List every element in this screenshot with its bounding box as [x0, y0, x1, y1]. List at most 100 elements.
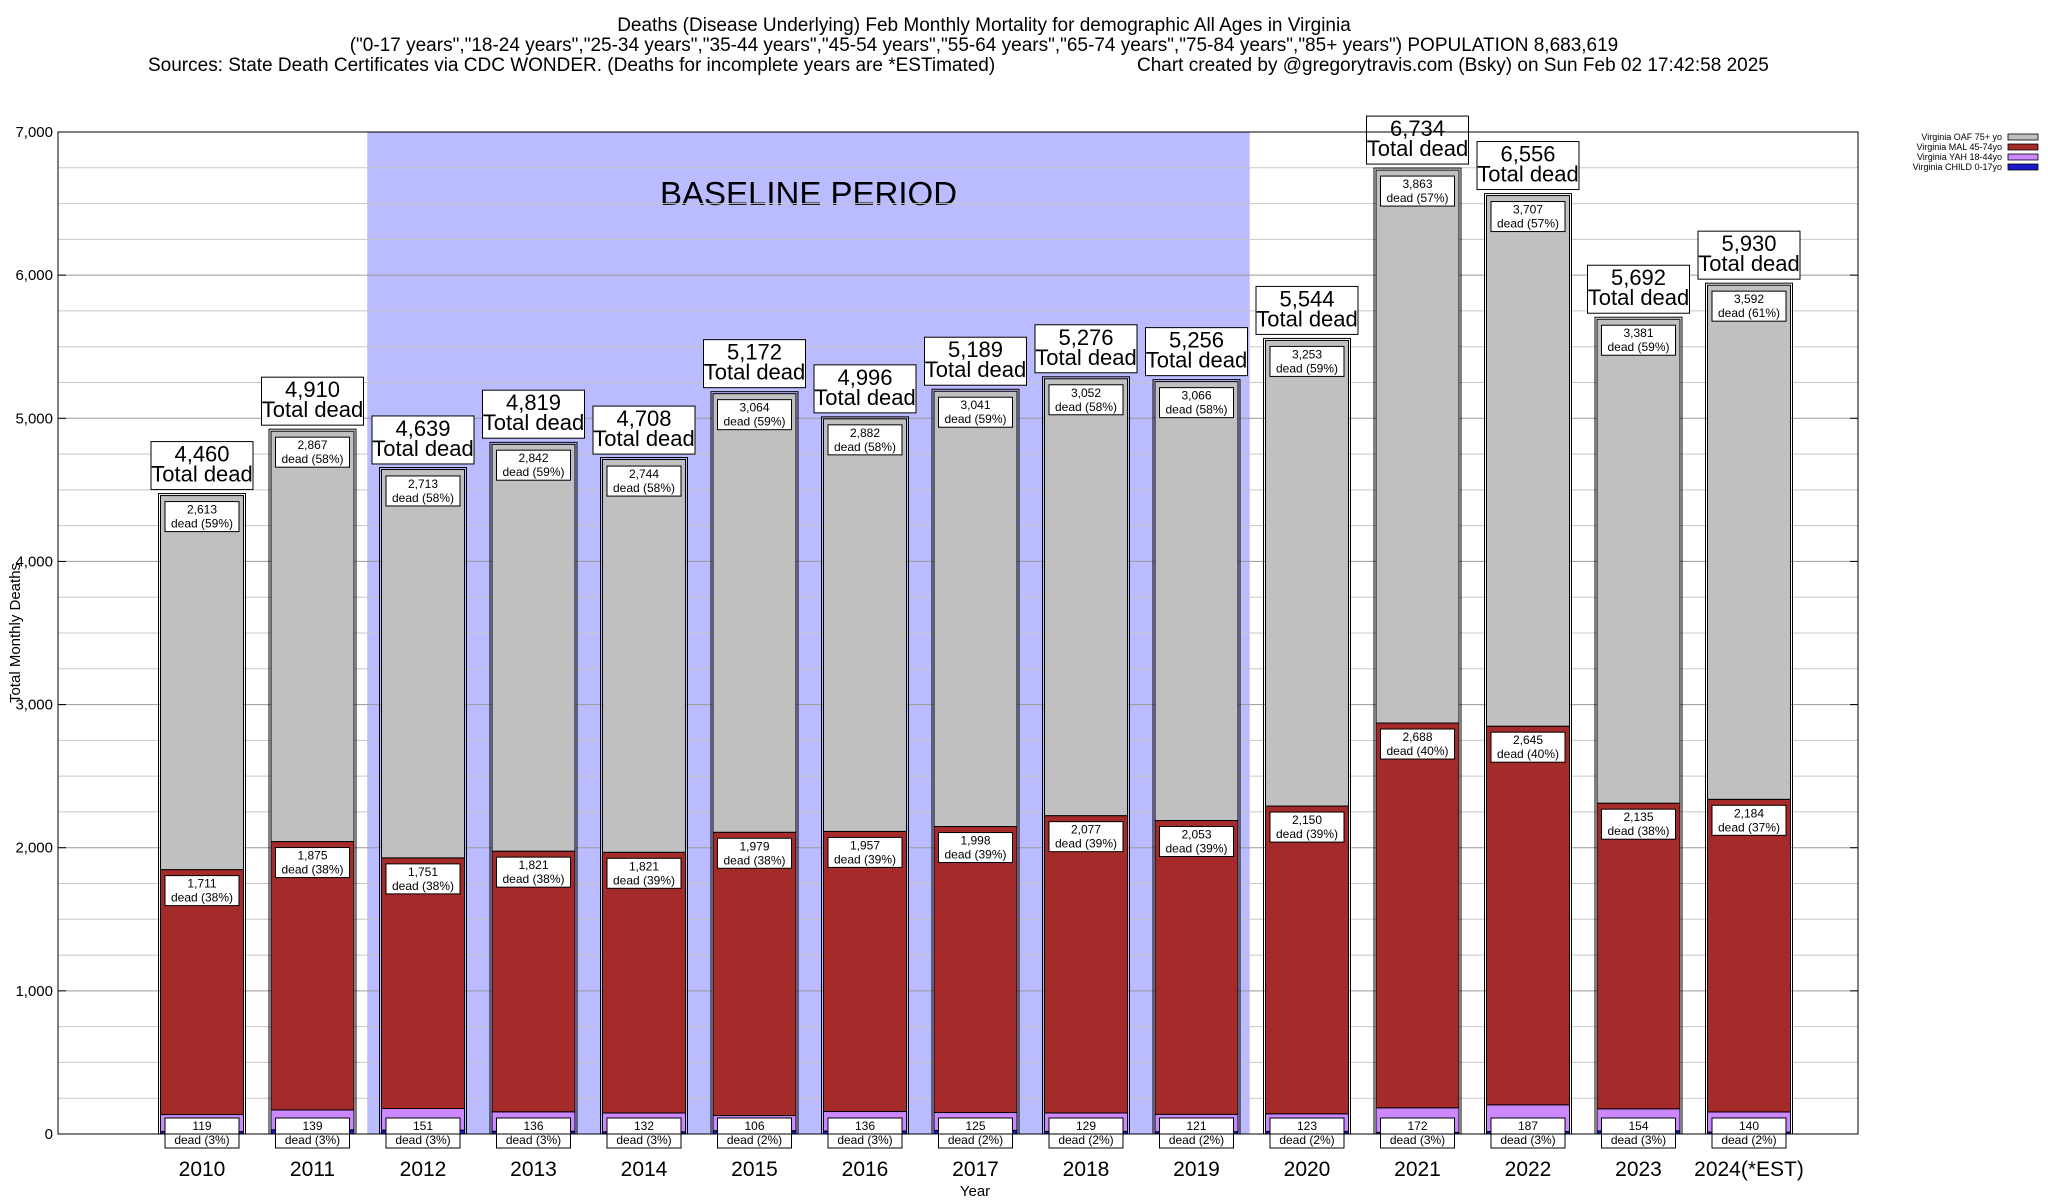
oaf-data-label-pct: dead (58%) — [281, 452, 343, 466]
mal-data-label-pct: dead (38%) — [502, 872, 564, 886]
mal-data-label-value: 2,184 — [1734, 806, 1764, 820]
mal-data-label-pct: dead (39%) — [944, 848, 1006, 862]
total-label-text: Total dead — [1035, 345, 1137, 370]
bar-stack — [931, 388, 1020, 1135]
yah-data-label-box — [496, 1117, 571, 1149]
yah-data-label-value: 139 — [302, 1119, 322, 1133]
yah-data-label-pct: dead (3%) — [506, 1133, 561, 1147]
total-label-box — [1034, 324, 1138, 374]
mal-data-label-pct: dead (39%) — [613, 873, 675, 887]
oaf-data-label-value: 3,592 — [1734, 292, 1764, 306]
total-label-text: Total dead — [483, 410, 585, 435]
yah-data-label-pct: dead (3%) — [1500, 1133, 1555, 1147]
oaf-data-label-pct: dead (58%) — [1165, 403, 1227, 417]
yah-data-label-box — [1380, 1117, 1455, 1149]
bar-segment-oaf — [712, 393, 797, 833]
x-tick-label: 2011 — [290, 1158, 335, 1181]
oaf-data-label-box — [1490, 201, 1566, 233]
mal-data-label-pct: dead (38%) — [392, 879, 454, 893]
bar-stack — [710, 391, 799, 1135]
chart-sources: Sources: State Death Certificates via CD… — [148, 55, 995, 76]
yah-data-label-box — [1048, 1117, 1124, 1149]
oaf-data-label-box — [827, 424, 903, 456]
mal-data-label-pct: dead (38%) — [723, 853, 785, 867]
yah-data-label-value: 125 — [965, 1119, 985, 1133]
total-label-value: 5,276 — [1058, 325, 1113, 350]
mal-data-label-box — [1711, 804, 1787, 836]
yah-data-label-value: 132 — [634, 1119, 654, 1133]
oaf-data-label-pct: dead (57%) — [1386, 191, 1448, 205]
yah-data-label-box — [938, 1117, 1013, 1149]
mal-data-label-value: 1,751 — [408, 865, 438, 879]
bar-segment-oaf — [602, 459, 686, 853]
bar-segment-oaf — [270, 430, 355, 843]
total-label-text: Total dead — [814, 385, 916, 410]
oaf-data-label-value: 2,744 — [629, 467, 659, 481]
total-label-value: 5,692 — [1611, 265, 1666, 290]
x-tick-label: 2017 — [952, 1158, 999, 1181]
bar-stack — [158, 493, 246, 1135]
total-label-value: 6,734 — [1390, 116, 1445, 141]
mal-data-label-box — [1048, 821, 1124, 853]
total-label-value: 4,910 — [285, 377, 340, 402]
bar-segment-mal — [1375, 722, 1460, 1109]
mal-data-label-value: 2,135 — [1623, 810, 1653, 824]
yah-data-label-value: 136 — [523, 1119, 543, 1133]
total-label-box — [1697, 230, 1801, 280]
bar-segment-mal — [712, 831, 797, 1117]
mal-data-label-box — [1380, 728, 1455, 760]
total-label-value: 4,708 — [616, 406, 671, 431]
bar-stack — [1373, 167, 1462, 1135]
oaf-data-label-pct: dead (58%) — [392, 491, 454, 505]
x-tick-label: 2023 — [1615, 1158, 1662, 1181]
yah-data-label-box — [385, 1117, 461, 1149]
baseline-annotation: BASELINE PERIOD — [660, 175, 957, 212]
oaf-data-label-box — [1159, 387, 1234, 419]
oaf-data-label-value: 2,713 — [408, 477, 438, 491]
bar-segment-mal — [933, 826, 1018, 1114]
legend-label: Virginia YAH 18-44yo — [1917, 152, 2002, 162]
yah-data-label-box — [1159, 1117, 1234, 1149]
oaf-data-label-value: 3,041 — [960, 398, 990, 412]
mal-data-label-box — [1269, 811, 1345, 843]
bar-stack — [1042, 376, 1130, 1135]
bar-stack — [821, 416, 909, 1135]
oaf-data-label-value: 3,381 — [1623, 326, 1653, 340]
oaf-data-label-pct: dead (57%) — [1497, 217, 1559, 231]
oaf-data-label-pct: dead (59%) — [1276, 361, 1338, 375]
x-tick-label: 2014 — [621, 1158, 668, 1181]
oaf-data-label-box — [1380, 175, 1455, 207]
bar-segment-oaf — [1486, 195, 1570, 727]
yah-data-label-pct: dead (2%) — [948, 1133, 1003, 1147]
yah-data-label-value: 106 — [744, 1119, 764, 1133]
x-tick-label: 2022 — [1505, 1158, 1552, 1181]
mal-data-label-box — [827, 836, 903, 868]
yah-data-label-value: 187 — [1518, 1119, 1538, 1133]
oaf-data-label-box — [938, 396, 1013, 428]
total-label-box — [703, 339, 806, 389]
oaf-data-label-box — [385, 475, 461, 507]
y-tick-label: 2,000 — [15, 840, 53, 857]
legend-label: Virginia MAL 45-74yo — [1916, 142, 2002, 152]
mal-data-label-box — [938, 832, 1013, 864]
yah-data-label-pct: dead (2%) — [1058, 1133, 1113, 1147]
mal-data-label-pct: dead (39%) — [1276, 827, 1338, 841]
y-tick-label: 1,000 — [15, 983, 53, 1000]
